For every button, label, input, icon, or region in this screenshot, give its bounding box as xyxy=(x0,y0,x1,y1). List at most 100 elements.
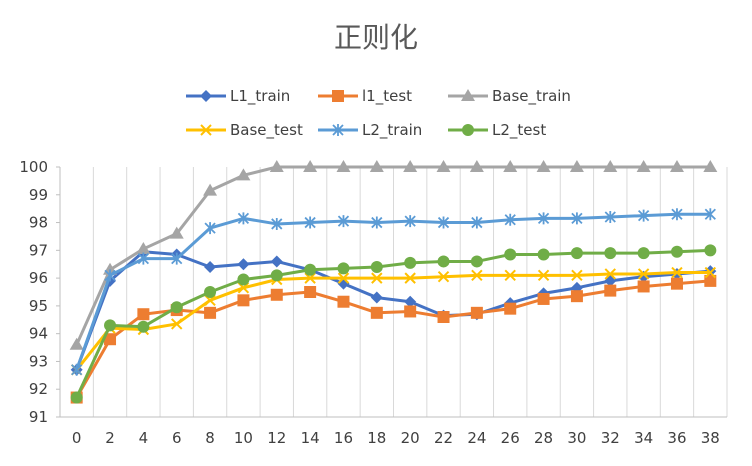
x-tick-label: 30 xyxy=(567,429,586,447)
x-tick-label: 26 xyxy=(501,429,520,447)
data-point xyxy=(570,290,583,303)
data-point xyxy=(704,266,717,279)
data-point xyxy=(370,261,383,273)
x-tick-label: 6 xyxy=(172,429,182,447)
data-point xyxy=(337,295,350,308)
x-tick-label: 12 xyxy=(267,429,286,447)
data-point xyxy=(104,319,117,332)
data-point xyxy=(471,269,483,282)
data-point xyxy=(671,208,683,221)
data-point xyxy=(204,261,217,273)
y-tick-label: 94 xyxy=(29,325,48,343)
data-point xyxy=(437,311,450,323)
data-point xyxy=(704,208,716,221)
data-point xyxy=(570,247,583,260)
series-line xyxy=(75,250,711,371)
legend-marker xyxy=(332,124,344,136)
data-point xyxy=(537,269,550,282)
legend-label: L2_test xyxy=(492,121,546,140)
data-point xyxy=(371,216,383,229)
series-line xyxy=(75,271,711,371)
data-point xyxy=(670,245,683,258)
data-point xyxy=(437,271,450,283)
data-point xyxy=(404,305,417,318)
data-point xyxy=(471,216,483,229)
y-tick-label: 96 xyxy=(29,269,48,287)
data-point xyxy=(304,216,316,229)
data-point xyxy=(337,272,350,284)
data-point xyxy=(136,241,151,254)
x-tick-label: 14 xyxy=(301,429,320,447)
data-point xyxy=(404,272,416,284)
x-tick-label: 38 xyxy=(701,429,720,447)
data-point xyxy=(171,252,183,265)
data-point xyxy=(169,226,184,239)
legend-marker xyxy=(461,89,475,101)
data-point xyxy=(303,160,318,172)
data-point xyxy=(370,291,383,304)
data-point xyxy=(604,284,617,297)
data-point xyxy=(437,255,450,268)
legend-item: L2_train xyxy=(318,121,422,140)
data-point xyxy=(104,269,116,282)
data-point xyxy=(571,212,583,225)
data-point xyxy=(370,306,383,319)
data-point xyxy=(104,333,117,346)
data-point xyxy=(436,160,451,172)
data-point xyxy=(270,269,283,282)
data-point xyxy=(537,248,550,261)
data-point xyxy=(504,269,516,282)
legend-item: L2_test xyxy=(448,121,546,140)
data-point xyxy=(504,248,517,261)
data-point xyxy=(470,255,483,268)
x-tick-label: 20 xyxy=(401,429,420,447)
y-tick-label: 98 xyxy=(29,214,48,232)
data-point xyxy=(237,258,250,271)
data-point xyxy=(171,318,183,330)
x-tick-label: 34 xyxy=(634,429,653,447)
data-point xyxy=(269,160,284,172)
data-point xyxy=(504,302,517,315)
x-tick-label: 10 xyxy=(234,429,253,447)
data-point xyxy=(237,273,250,286)
y-tick-label: 95 xyxy=(29,297,48,315)
series-line xyxy=(75,212,711,371)
series-layer xyxy=(69,160,718,404)
data-point xyxy=(637,280,650,293)
x-tick-label: 4 xyxy=(139,429,149,447)
data-point xyxy=(71,363,83,376)
y-tick-label: 91 xyxy=(29,408,48,426)
data-point xyxy=(69,337,84,350)
x-tick-label: 36 xyxy=(667,429,686,447)
legend-item: Base_train xyxy=(448,87,571,106)
data-point xyxy=(337,262,350,275)
x-tick-label: 18 xyxy=(367,429,386,447)
legend-item: l1_test xyxy=(318,87,412,106)
legend-item: Base_test xyxy=(186,121,303,140)
data-point xyxy=(170,301,183,314)
legend-marker xyxy=(200,124,212,136)
data-point xyxy=(571,269,583,282)
x-tick-label: 16 xyxy=(334,429,353,447)
data-point xyxy=(636,160,651,172)
data-point xyxy=(703,160,718,172)
y-tick-label: 100 xyxy=(19,158,48,176)
data-point xyxy=(536,160,551,172)
data-point xyxy=(337,215,350,228)
data-point xyxy=(569,160,584,172)
data-point xyxy=(469,160,484,172)
data-point xyxy=(503,160,518,172)
data-point xyxy=(137,320,150,333)
data-point xyxy=(304,272,316,284)
x-tick-label: 24 xyxy=(467,429,486,447)
data-point xyxy=(437,216,450,229)
legend-label: Base_train xyxy=(492,87,571,106)
y-tick-label: 93 xyxy=(29,352,48,370)
data-point xyxy=(671,266,683,279)
data-point xyxy=(204,306,217,319)
data-point xyxy=(637,247,650,260)
data-point xyxy=(604,247,617,260)
